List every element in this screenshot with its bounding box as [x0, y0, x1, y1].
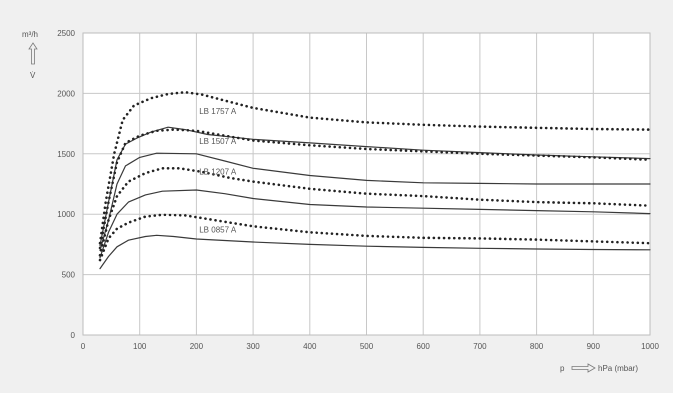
x-tick-label: 100 — [133, 342, 147, 351]
x-tick-label: 300 — [246, 342, 260, 351]
y-tick-label: 0 — [71, 331, 76, 340]
series-labels: LB 1757 A LB 1507 A LB 1207 A LB 0857 A — [199, 107, 237, 234]
up-arrow-icon — [28, 42, 38, 65]
series-label: LB 1507 A — [199, 137, 237, 146]
right-arrow-icon — [571, 363, 596, 373]
y-tick-label: 1500 — [57, 150, 75, 159]
y-tick-label: 2500 — [57, 29, 75, 38]
x-tick-label: 500 — [360, 342, 374, 351]
dotted-series-lb-1507-a — [98, 128, 652, 250]
solid-series-lb-1507-a — [99, 152, 651, 251]
x-tick-label: 0 — [81, 342, 86, 351]
x-tick-label: 1000 — [641, 342, 659, 351]
series-label: LB 0857 A — [199, 225, 237, 234]
dotted-series-lb-1757-a — [98, 90, 652, 245]
x-tick-label: 600 — [417, 342, 431, 351]
series-label: LB 1207 A — [199, 167, 237, 176]
x-symbol: p — [560, 364, 565, 373]
y-tick-label: 500 — [62, 271, 76, 280]
x-tick-label: 200 — [190, 342, 204, 351]
x-tick-label: 800 — [530, 342, 544, 351]
x-tick-label: 700 — [473, 342, 487, 351]
x-tick-label: 900 — [587, 342, 601, 351]
y-symbol: V̇ — [30, 71, 36, 80]
solid-series-lb-0857-a — [99, 234, 651, 270]
y-tick-label: 2000 — [57, 89, 75, 98]
dotted-series-lb-0857-a — [98, 213, 652, 262]
dotted-series-lb-1207-a — [98, 167, 652, 257]
series-label: LB 1757 A — [199, 107, 237, 116]
series-group — [98, 90, 652, 270]
solid-series-lb-1207-a — [99, 189, 651, 259]
x-tick-label: 400 — [303, 342, 317, 351]
y-tick-label: 1000 — [57, 210, 75, 219]
y-unit-label: m³/h — [22, 30, 38, 39]
x-unit-label: hPa (mbar) — [598, 364, 638, 373]
